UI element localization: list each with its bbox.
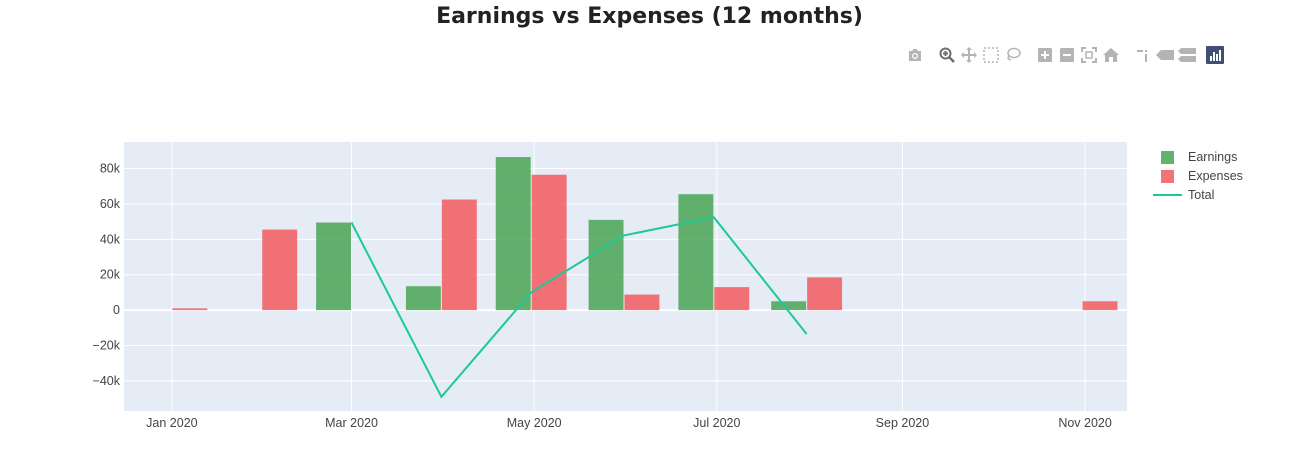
zoom-out-icon[interactable] xyxy=(1056,45,1078,65)
lines xyxy=(350,216,808,399)
expenses-bar[interactable] xyxy=(262,229,298,311)
y-tick-label: −20k xyxy=(93,339,121,353)
y-tick-label: 0 xyxy=(113,303,120,317)
expenses-bar[interactable] xyxy=(172,308,208,311)
legend-item-expenses[interactable]: Expenses xyxy=(1161,169,1243,183)
expenses-bar[interactable] xyxy=(714,287,750,311)
legend-label: Expenses xyxy=(1188,169,1243,183)
expenses-bar[interactable] xyxy=(624,294,660,311)
x-tick-label: Nov 2020 xyxy=(1058,416,1112,430)
bars xyxy=(172,157,1118,311)
modebar xyxy=(904,45,1224,65)
legend-swatch xyxy=(1161,151,1174,164)
autoscale-icon[interactable] xyxy=(1078,45,1100,65)
legend-swatch xyxy=(1161,170,1174,183)
legend-item-earnings[interactable]: Earnings xyxy=(1161,150,1237,164)
legend-item-total[interactable]: Total xyxy=(1153,188,1214,202)
box-select-icon[interactable] xyxy=(980,45,1002,65)
hover-closest-icon[interactable] xyxy=(1154,45,1176,65)
earnings-bar[interactable] xyxy=(316,222,352,311)
legend[interactable]: Earnings Expenses Total xyxy=(1153,150,1243,202)
earnings-bar[interactable] xyxy=(678,194,714,311)
plotly-logo-icon[interactable] xyxy=(1206,46,1224,64)
y-tick-label: 60k xyxy=(100,197,121,211)
x-tick-label: Sep 2020 xyxy=(876,416,930,430)
earnings-bar[interactable] xyxy=(405,286,441,311)
legend-label: Total xyxy=(1188,188,1214,202)
x-tick-label: Mar 2020 xyxy=(325,416,378,430)
earnings-bar[interactable] xyxy=(495,157,531,311)
spike-lines-icon[interactable] xyxy=(1132,45,1154,65)
y-tick-label: 20k xyxy=(100,268,121,282)
x-tick-label: Jul 2020 xyxy=(693,416,740,430)
legend-label: Earnings xyxy=(1188,150,1237,164)
y-tick-label: 40k xyxy=(100,232,121,246)
reset-axes-icon[interactable] xyxy=(1100,45,1122,65)
y-tick-label: −40k xyxy=(93,374,121,388)
expenses-bar[interactable] xyxy=(441,199,477,311)
x-tick-label: May 2020 xyxy=(507,416,562,430)
pan-icon[interactable] xyxy=(958,45,980,65)
expenses-bar[interactable] xyxy=(807,277,843,311)
x-tick-label: Jan 2020 xyxy=(146,416,197,430)
earnings-bar[interactable] xyxy=(771,301,807,311)
lasso-icon[interactable] xyxy=(1002,45,1024,65)
expenses-bar[interactable] xyxy=(1082,301,1118,311)
camera-icon[interactable] xyxy=(904,45,926,65)
zoom-in-icon[interactable] xyxy=(1034,45,1056,65)
total-line[interactable] xyxy=(350,216,808,399)
zoom-icon[interactable] xyxy=(936,45,958,65)
hover-compare-icon[interactable] xyxy=(1176,45,1198,65)
chart-title: Earnings vs Expenses (12 months) xyxy=(436,4,863,29)
y-axis: −40k −20k 0 20k 40k 60k 80k xyxy=(93,162,121,388)
earnings-bar[interactable] xyxy=(588,219,624,311)
x-axis: Jan 2020 Mar 2020 May 2020 Jul 2020 Sep 2020… xyxy=(146,416,1112,430)
y-tick-label: 80k xyxy=(100,162,121,176)
